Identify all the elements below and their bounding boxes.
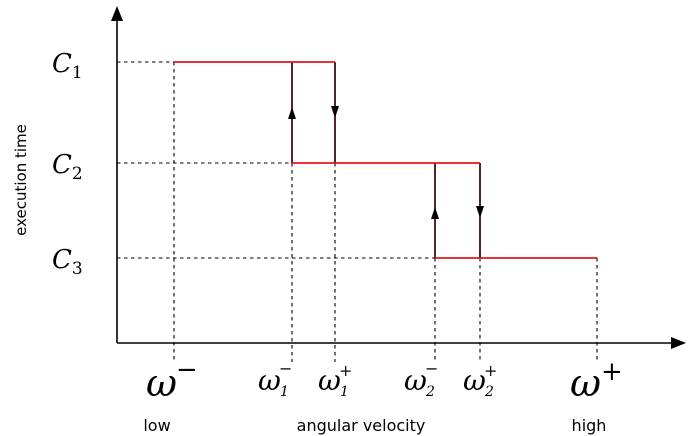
svg-text:+: + xyxy=(601,357,623,387)
svg-text:ω: ω xyxy=(463,364,486,397)
label-omega1-minus: ω − 1 xyxy=(258,359,292,400)
label-omega-minus: ω − xyxy=(146,355,198,405)
svg-text:2: 2 xyxy=(484,384,494,400)
label-omega-plus: ω + xyxy=(570,357,623,405)
x-high-label: high xyxy=(572,416,607,435)
label-c2: C2 xyxy=(52,150,83,184)
svg-text:2: 2 xyxy=(425,384,435,400)
label-omega1-plus: ω + 1 xyxy=(318,361,352,400)
arrow-up-icon xyxy=(431,207,439,219)
svg-text:+: + xyxy=(339,361,352,380)
arrow-up-icon xyxy=(288,107,296,119)
svg-text:1: 1 xyxy=(340,384,349,400)
svg-text:ω: ω xyxy=(318,364,341,397)
svg-text:−: − xyxy=(425,359,438,378)
svg-text:ω: ω xyxy=(146,361,177,405)
x-axis-arrow-icon xyxy=(671,337,686,349)
label-c3: C3 xyxy=(52,245,83,279)
arrow-down-icon xyxy=(476,206,484,218)
svg-text:1: 1 xyxy=(280,384,289,400)
label-omega2-plus: ω + 2 xyxy=(463,361,497,400)
svg-text:+: + xyxy=(484,361,497,380)
arrow-down-icon xyxy=(331,106,339,118)
svg-text:−: − xyxy=(176,355,198,385)
y-axis-label: execution time xyxy=(12,124,30,236)
x-low-label: low xyxy=(143,416,170,435)
svg-text:ω: ω xyxy=(258,364,281,397)
step-outline-top xyxy=(174,61,597,259)
label-c1: C1 xyxy=(52,49,83,83)
svg-text:ω: ω xyxy=(570,361,601,405)
svg-text:ω: ω xyxy=(404,364,427,397)
y-axis-arrow-icon xyxy=(111,6,123,21)
x-axis-label: angular velocity xyxy=(297,416,426,435)
label-omega2-minus: ω − 2 xyxy=(404,359,438,400)
svg-text:−: − xyxy=(279,359,292,378)
